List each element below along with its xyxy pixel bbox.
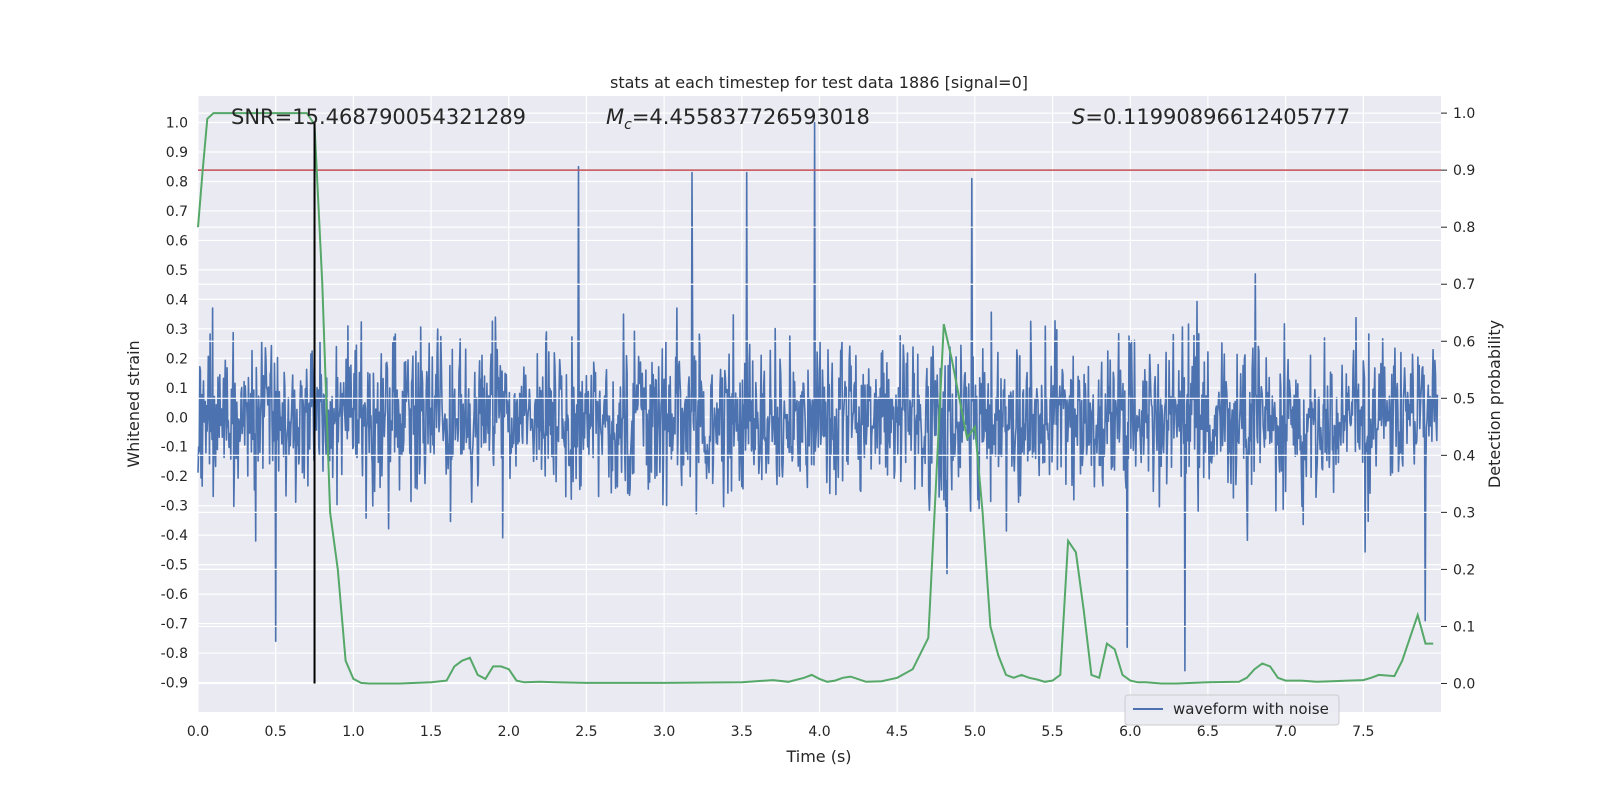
y-tick-label-left: 0.7 (166, 204, 188, 220)
y-tick-label-left: 0.6 (166, 233, 188, 249)
left-y-tick-labels: -0.9 -0.8 -0.7 -0.6 -0.5 -0.4 -0.3 -0.2 -0.1 0.0 0… (161, 116, 188, 692)
y-tick-label-left: 0.9 (166, 145, 188, 161)
x-tick-label: 0.5 (265, 724, 287, 740)
x-axis-label: Time (s) (785, 747, 851, 766)
x-tick-label: 2.5 (575, 724, 597, 740)
x-tick-label: 4.0 (808, 724, 830, 740)
y-tick-label-right: 0.6 (1453, 334, 1475, 350)
y-tick-label-left: -0.5 (161, 558, 188, 574)
y-axis-label-left: Whitened strain (124, 340, 143, 467)
y-tick-label-left: -0.8 (161, 646, 188, 662)
x-tick-label: 3.0 (653, 724, 675, 740)
y-tick-label-right: 0.9 (1453, 163, 1475, 179)
x-tick-label: 3.5 (731, 724, 753, 740)
y-tick-label-left: -0.1 (161, 440, 188, 456)
y-tick-label-left: -0.7 (161, 617, 188, 633)
legend-entry: waveform with noise (1173, 700, 1329, 718)
y-axis-label-right: Detection probability (1485, 320, 1504, 488)
y-tick-label-left: 0.8 (166, 174, 188, 190)
x-tick-label: 0.0 (187, 724, 209, 740)
y-tick-label-left: 0.5 (166, 263, 188, 279)
x-tick-label: 4.5 (886, 724, 908, 740)
x-tick-label: 1.0 (342, 724, 364, 740)
waveform-path (197, 121, 1439, 672)
chirp-mass-annotation: Mc=4.455837726593018 (606, 105, 870, 133)
y-tick-label-right: 0.0 (1453, 676, 1475, 692)
s-symbol: S (1072, 105, 1085, 129)
right-y-tick-labels: 0.0 0.1 0.2 0.3 0.4 0.5 0.6 0.7 0.8 0.9 1.0 (1441, 106, 1475, 692)
y-tick-label-right: 0.5 (1453, 391, 1475, 407)
y-tick-label-right: 0.8 (1453, 220, 1475, 236)
chart-title: stats at each timestep for test data 188… (610, 73, 1028, 92)
y-tick-label-left: -0.3 (161, 499, 188, 515)
y-tick-label-left: -0.9 (161, 676, 188, 692)
y-tick-label-right: 0.3 (1453, 505, 1475, 521)
s-value: =0.11990896612405777 (1085, 105, 1350, 129)
y-tick-label-left: 0.3 (166, 322, 188, 338)
x-tick-label: 6.5 (1197, 724, 1219, 740)
y-tick-label-left: 0.4 (166, 292, 188, 308)
chirp-mass-value: =4.455837726593018 (632, 105, 870, 129)
y-tick-label-left: -0.4 (161, 528, 188, 544)
waveform-series (197, 121, 1439, 672)
x-tick-label: 5.5 (1041, 724, 1063, 740)
x-tick-label: 7.5 (1352, 724, 1374, 740)
snr-annotation: SNR=15.468790054321289 (231, 105, 526, 129)
y-tick-label-right: 0.1 (1453, 619, 1475, 635)
x-tick-label: 7.0 (1274, 724, 1296, 740)
legend: waveform with noise (1124, 694, 1340, 726)
x-tick-labels: 0.0 0.5 1.0 1.5 2.0 2.5 3.0 3.5 4.0 4.5 5.0 5.5 6.0 6… (187, 724, 1375, 740)
chirp-mass-symbol: M (606, 105, 624, 129)
y-tick-label-right: 0.7 (1453, 277, 1475, 293)
x-tick-label: 6.0 (1119, 724, 1141, 740)
chirp-mass-subscript: c (624, 117, 632, 133)
x-tick-label: 1.5 (420, 724, 442, 740)
legend-box (1124, 694, 1340, 726)
x-tick-label: 5.0 (964, 724, 986, 740)
s-annotation: S=0.11990896612405777 (1072, 105, 1350, 129)
y-tick-label-right: 0.2 (1453, 562, 1475, 578)
y-tick-label-left: -0.6 (161, 587, 188, 603)
y-tick-label-left: -0.2 (161, 469, 188, 485)
y-tick-label-left: 0.1 (166, 381, 188, 397)
probability-line (197, 112, 1434, 685)
y-tick-label-left: 1.0 (166, 116, 188, 132)
y-tick-label-right: 1.0 (1453, 106, 1475, 122)
x-tick-label: 2.0 (498, 724, 520, 740)
y-tick-label-left: 0.0 (166, 410, 188, 426)
y-tick-label-right: 0.4 (1453, 448, 1475, 464)
y-tick-label-left: 0.2 (166, 351, 188, 367)
